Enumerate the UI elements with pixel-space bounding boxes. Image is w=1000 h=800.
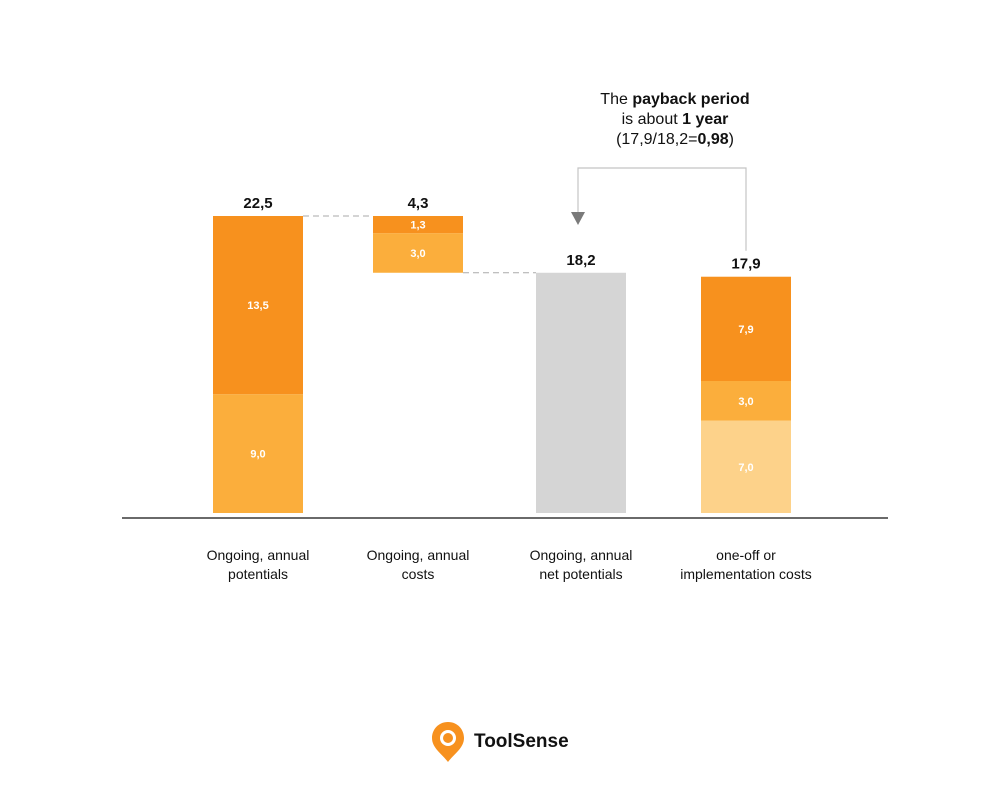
bar-2-segment-1	[373, 233, 463, 273]
annotation-text: 1 year	[682, 111, 728, 128]
annotation-text: is about	[622, 111, 682, 128]
category-label: implementation costs	[680, 566, 812, 582]
bar-1-segment-1	[213, 394, 303, 513]
annotation-line: The payback period	[600, 91, 749, 108]
bar-1-segment-2	[213, 216, 303, 395]
annotation-text: 0,98	[697, 131, 728, 148]
bar-4-segment-2	[701, 381, 791, 421]
segment-value-label: 7,0	[738, 462, 753, 474]
bar-3-segment-1	[536, 272, 626, 513]
bars	[213, 216, 791, 513]
labels: 9,0 13,5 22,5 Ongoing, annual potentials 3,0 1…	[207, 195, 812, 582]
annotation-text: (17,9/18,2=	[616, 131, 697, 148]
bar-total-label: 18,2	[566, 252, 595, 269]
bar-2-segment-2	[373, 216, 463, 234]
segment-value-label: 7,9	[738, 324, 753, 336]
payback-annotation: The payback period is about 1 year (17,9/1…	[571, 91, 750, 251]
annotation-line: is about 1 year	[622, 111, 729, 128]
bar-total-label: 4,3	[408, 195, 429, 212]
category-label: Ongoing, annual	[530, 547, 633, 563]
segment-value-label: 1,3	[410, 220, 425, 232]
category-label: net potentials	[539, 566, 622, 582]
bar-total-label: 22,5	[243, 195, 272, 212]
annotation-text: payback period	[632, 91, 749, 108]
annotation-line: (17,9/18,2=0,98)	[616, 131, 734, 148]
bar-4-segment-1	[701, 420, 791, 513]
category-label: costs	[402, 566, 435, 582]
segment-value-label: 9,0	[250, 449, 265, 461]
category-label: one-off or	[716, 547, 776, 563]
annotation-text: )	[729, 131, 734, 148]
arrow-down-icon	[571, 212, 585, 225]
category-label: Ongoing, annual	[367, 547, 470, 563]
brand-name: ToolSense	[474, 731, 569, 752]
annotation-text: The	[600, 91, 632, 108]
bar-4-segment-3	[701, 276, 791, 381]
payback-bracket	[577, 167, 747, 251]
segment-value-label: 3,0	[410, 248, 425, 260]
connector-lines	[303, 215, 536, 274]
segment-value-label: 3,0	[738, 396, 753, 408]
location-pin-icon	[432, 722, 464, 762]
segment-value-label: 13,5	[247, 300, 268, 312]
brand-logo: ToolSense	[432, 722, 569, 762]
bar-total-label: 17,9	[731, 256, 760, 273]
category-label: potentials	[228, 566, 288, 582]
category-label: Ongoing, annual	[207, 547, 310, 563]
